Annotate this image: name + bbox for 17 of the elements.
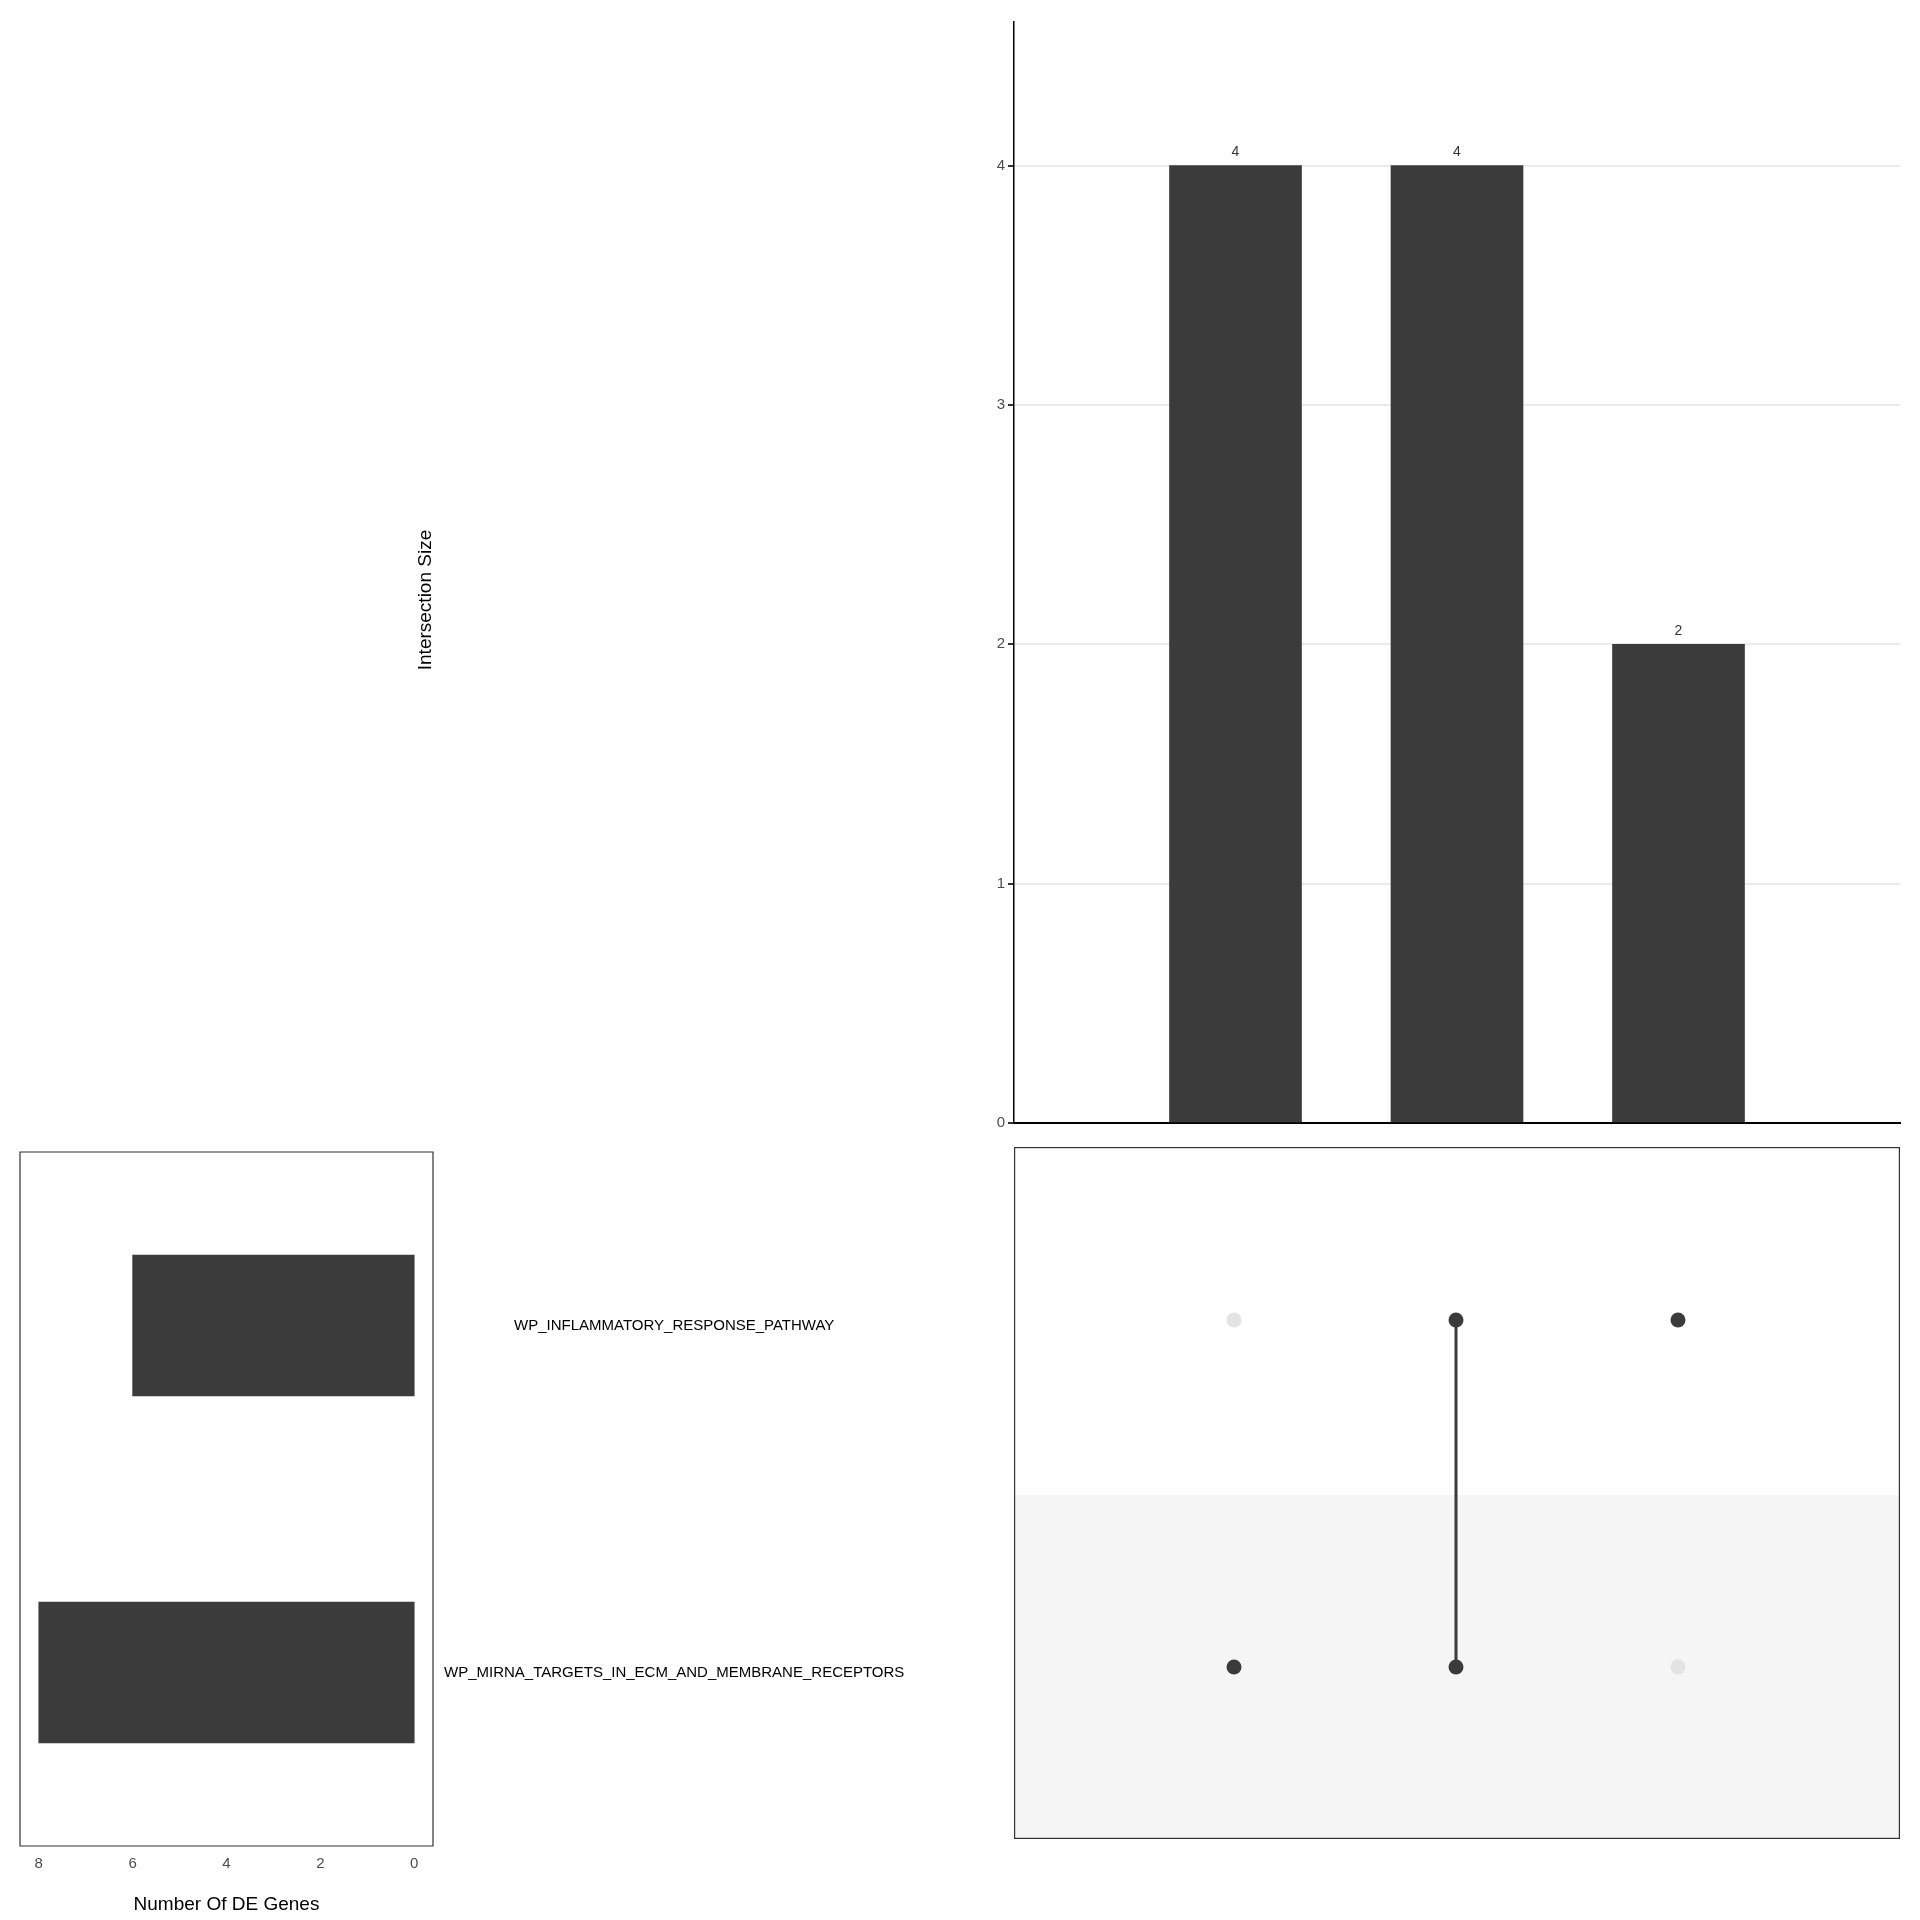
data-label: 2 bbox=[1674, 622, 1683, 639]
y-tick-label: 0 bbox=[996, 1113, 1005, 1131]
y-axis-title: Intersection Size bbox=[414, 529, 436, 671]
x-tick-label: 8 bbox=[34, 1854, 43, 1872]
y-tick-label: 4 bbox=[996, 155, 1005, 173]
data-label: 4 bbox=[1231, 143, 1240, 160]
y-tick-label: WP_INFLAMMATORY_RESPONSE_PATHWAY bbox=[514, 1315, 835, 1333]
data-label: 4 bbox=[1453, 143, 1462, 160]
y-tick-label: WP_MIRNA_TARGETS_IN_ECM_AND_MEMBRANE_RECEPTORS bbox=[444, 1662, 905, 1680]
x-tick-label: 6 bbox=[128, 1854, 137, 1872]
x-tick-label: 2 bbox=[316, 1854, 325, 1872]
y-tick-label: 2 bbox=[996, 634, 1005, 652]
x-tick-label: 4 bbox=[222, 1854, 231, 1872]
y-tick-label: 1 bbox=[996, 873, 1005, 891]
x-axis-title: Number Of DE Genes bbox=[133, 1892, 320, 1914]
x-tick-label: 0 bbox=[410, 1854, 419, 1872]
y-tick-label: 3 bbox=[996, 395, 1005, 413]
